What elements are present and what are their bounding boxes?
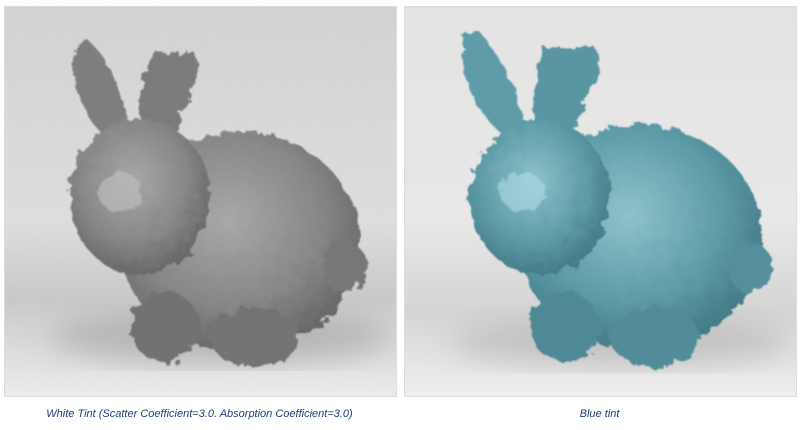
- caption-blue-tint: Blue tint: [579, 408, 620, 420]
- caption-white-tint: White Tint (Scatter Coefficient=3.0. Abs…: [46, 408, 353, 420]
- render-image-white-tint: [4, 6, 397, 397]
- bunny-shape: [462, 32, 772, 367]
- render-image-blue-tint: [404, 6, 797, 397]
- bunny-render-white: [5, 7, 396, 396]
- bunny-render-blue: [405, 7, 796, 396]
